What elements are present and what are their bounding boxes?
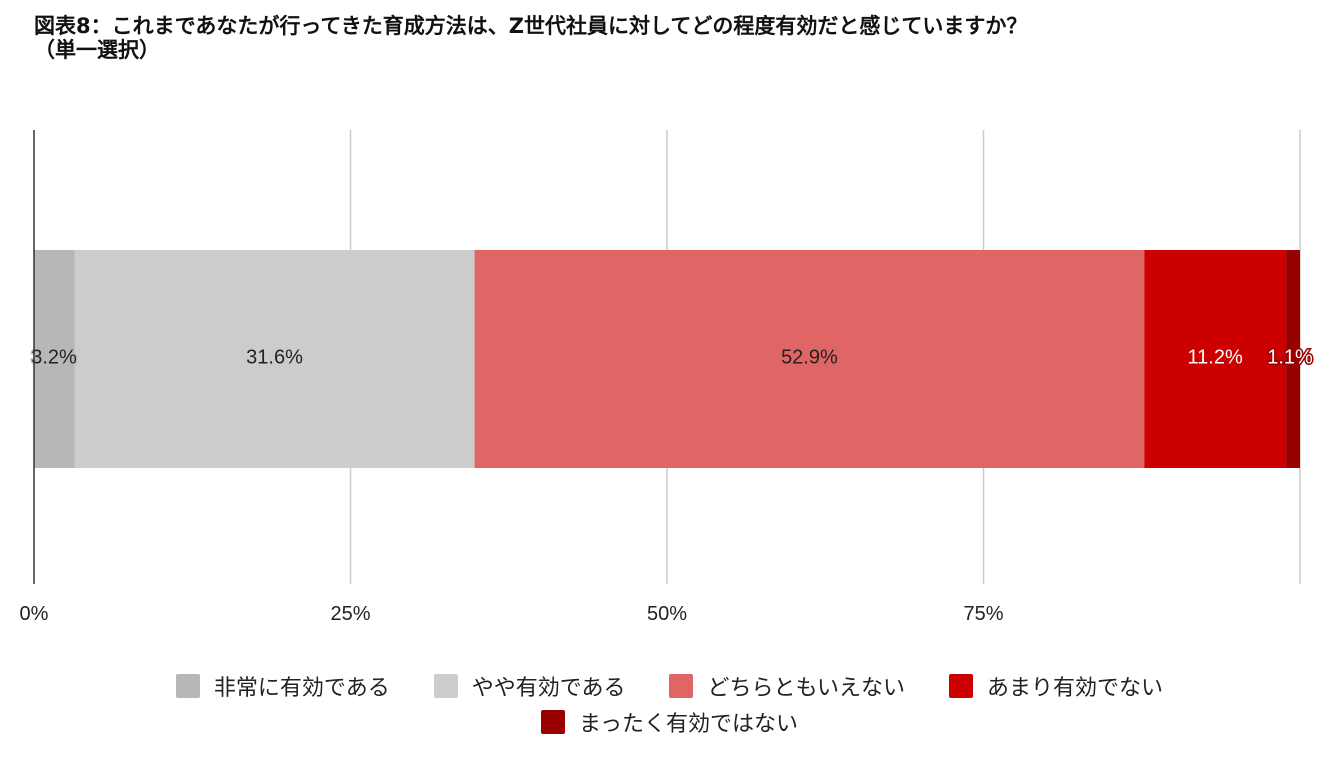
legend-swatch — [949, 674, 974, 698]
x-tick-label: 0% — [20, 603, 49, 625]
legend-label: やや有効である — [471, 676, 626, 701]
legend-label: あまり有効でない — [987, 676, 1164, 701]
legend-swatch — [540, 710, 565, 734]
legend-item: まったく有効ではない — [540, 706, 799, 738]
bar-segment — [1144, 250, 1287, 468]
x-tick-label: 75% — [963, 603, 1003, 625]
legend-item: 非常に有効である — [175, 670, 390, 702]
stacked-bar-chart: 3.2% 31.6% 52.9% 11.2% 1.1% 0% 25% 50% 75% — [20, 130, 1315, 625]
data-label: 31.6% — [246, 346, 303, 368]
data-label: 3.2% — [31, 346, 77, 368]
data-label: 1.1% — [1267, 346, 1313, 368]
legend-item: どちらともいえない — [669, 670, 905, 702]
legend-swatch — [175, 674, 200, 698]
x-tick-label: 25% — [330, 603, 370, 625]
bar-segment — [34, 250, 75, 468]
legend-row: まったく有効ではない — [0, 704, 1339, 740]
chart-title-line-1: 図表8：これまであなたが行ってきた育成方法は、Z世代社員に対してどの程度有効だと… — [34, 14, 1028, 38]
chart-title-line-2: （単一選択） — [34, 38, 160, 62]
legend-swatch — [669, 674, 694, 698]
bar-segment — [474, 250, 1145, 468]
bar-segment — [1286, 250, 1300, 468]
legend-label: どちらともいえない — [707, 676, 906, 701]
legend-item: やや有効である — [433, 670, 626, 702]
bar-segment — [74, 250, 475, 468]
chart-title: 図表8：これまであなたが行ってきた育成方法は、Z世代社員に対してどの程度有効だと… — [34, 14, 1324, 62]
legend-label: 非常に有効である — [213, 676, 390, 701]
legend-label: まったく有効ではない — [578, 712, 799, 737]
x-tick-label: 50% — [647, 603, 687, 625]
legend-item: あまり有効でない — [949, 670, 1163, 702]
data-label: 52.9% — [781, 346, 838, 368]
legend-swatch — [433, 674, 458, 698]
data-label: 11.2% — [1188, 346, 1243, 368]
chart-legend: 非常に有効である やや有効である どちらともいえない あまり有効でない まったく有効で… — [0, 668, 1339, 740]
legend-row: 非常に有効である やや有効である どちらともいえない あまり有効でない — [0, 668, 1339, 704]
